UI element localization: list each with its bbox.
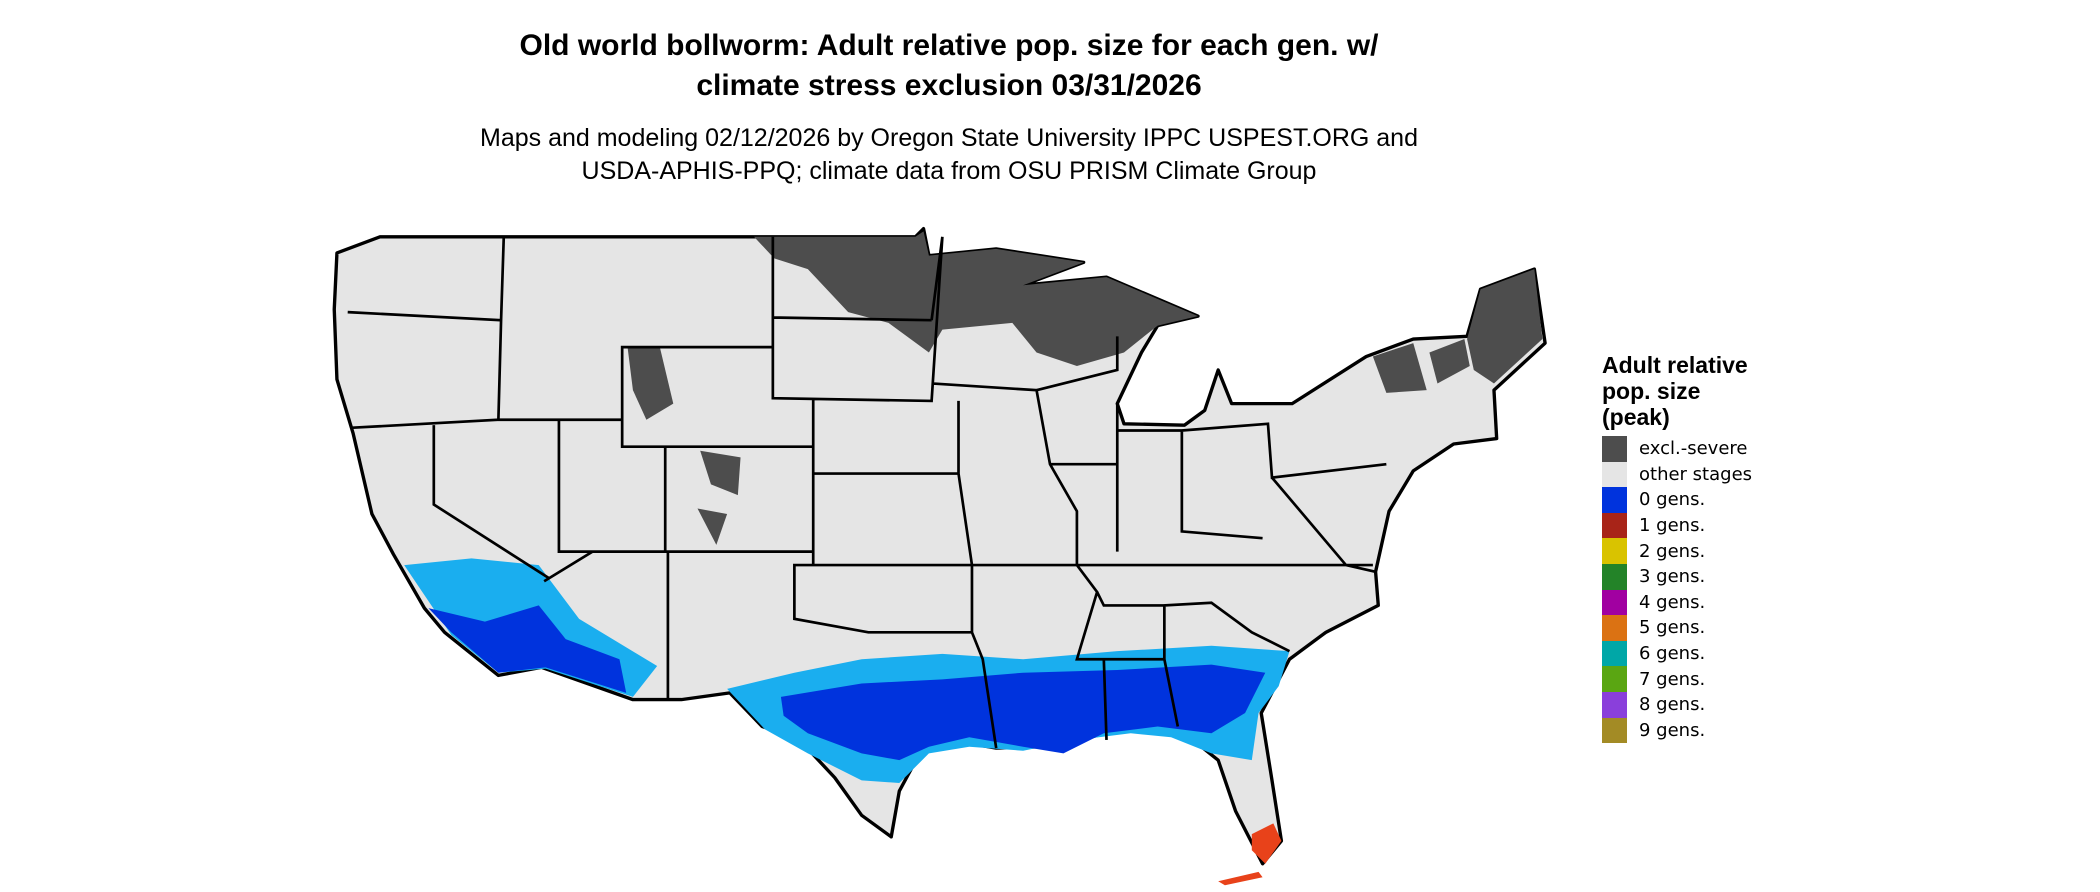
legend-swatch (1602, 666, 1627, 692)
legend-swatch (1602, 461, 1627, 488)
legend-item: 2 gens. (1602, 538, 1802, 564)
legend-label: 0 gens. (1639, 489, 1706, 511)
region-south-0-gens (780, 664, 1266, 761)
legend-title-line: pop. size (1602, 378, 1701, 404)
legend-label: 6 gens. (1639, 643, 1706, 665)
legend-item: 1 gens. (1602, 512, 1802, 539)
legend-swatch (1602, 487, 1627, 513)
map-title-line-2: climate stress exclusion 03/31/2026 (696, 69, 1202, 102)
legend-items: excl.-severe other stages 0 gens. 1 gens. 2 … (1602, 436, 1802, 744)
legend-item: 4 gens. (1602, 589, 1802, 616)
legend-swatch (1602, 691, 1627, 718)
legend-label: excl.-severe (1639, 438, 1748, 460)
legend-item: other stages (1602, 461, 1802, 488)
state-borders (347, 236, 1387, 749)
region-adirondacks (1372, 343, 1427, 393)
legend-swatch (1602, 436, 1627, 462)
legend-label: other stages (1639, 463, 1753, 485)
legend-label: 2 gens. (1639, 540, 1706, 562)
legend-swatch (1602, 640, 1627, 667)
legend-label: 9 gens. (1639, 719, 1706, 741)
region-vt-nh (1429, 339, 1470, 384)
legend-item: 6 gens. (1602, 640, 1802, 667)
region-florida-tip (1218, 823, 1282, 886)
legend-label: 4 gens. (1639, 591, 1706, 613)
legend-label: 8 gens. (1639, 694, 1706, 716)
legend-swatch (1602, 512, 1627, 539)
legend-title-line: (peak) (1602, 404, 1670, 430)
legend-title: Adult relative pop. size (peak) (1602, 352, 1802, 430)
legend: Adult relative pop. size (peak) excl.-se… (1602, 352, 1802, 744)
legend-item: 9 gens. (1602, 717, 1802, 744)
legend-swatch (1602, 717, 1627, 744)
legend-swatch (1602, 538, 1627, 564)
region-colorado (697, 450, 741, 545)
generation-regions (404, 558, 1290, 886)
region-maine (1467, 269, 1543, 384)
legend-item: 3 gens. (1602, 563, 1802, 590)
legend-item: 8 gens. (1602, 691, 1802, 718)
legend-label: 3 gens. (1639, 566, 1706, 588)
region-north-plains (754, 231, 1198, 366)
legend-label: 5 gens. (1639, 617, 1706, 639)
map-subtitle-line-1: Maps and modeling 02/12/2026 by Oregon S… (480, 124, 1418, 152)
legend-title-line: Adult relative (1602, 352, 1748, 378)
region-southwest-0-gens (428, 605, 627, 693)
legend-item: 5 gens. (1602, 615, 1802, 641)
map-subtitle-line-2: USDA-APHIS-PPQ; climate data from OSU PR… (581, 157, 1317, 185)
excl-severe-regions (627, 231, 1543, 545)
legend-label: 7 gens. (1639, 668, 1706, 690)
legend-swatch (1602, 589, 1627, 616)
legend-swatch (1602, 615, 1627, 641)
region-wyoming (627, 347, 674, 420)
legend-swatch (1602, 563, 1627, 590)
legend-item: excl.-severe (1602, 436, 1802, 462)
legend-item: 7 gens. (1602, 666, 1802, 692)
legend-label: 1 gens. (1639, 515, 1706, 537)
legend-item: 0 gens. (1602, 487, 1802, 513)
map-title-line-1: Old world bollworm: Adult relative pop. … (519, 29, 1379, 62)
